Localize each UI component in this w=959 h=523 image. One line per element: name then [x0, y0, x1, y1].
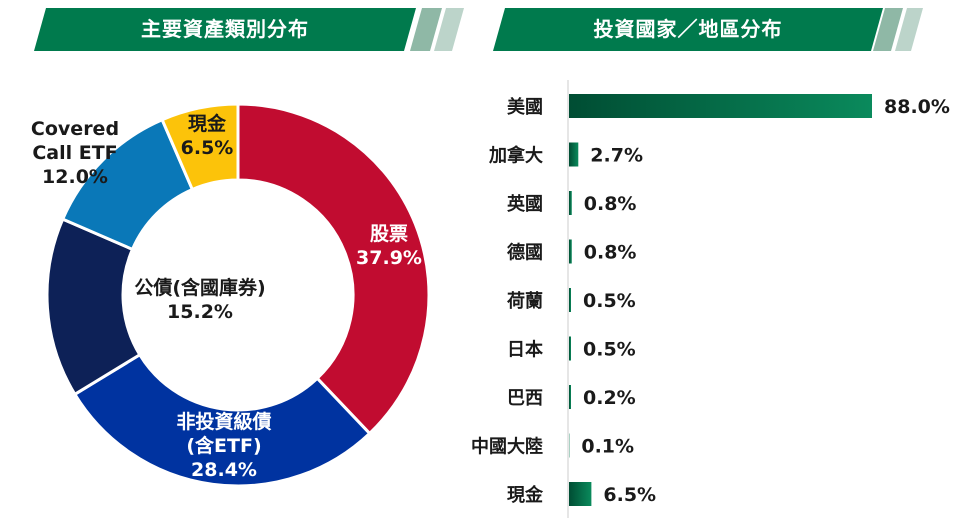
bar-4 — [569, 288, 571, 312]
donut-value-label: 12.0% — [42, 166, 108, 188]
donut-category-label: (含ETF) — [186, 434, 261, 457]
banner-body — [493, 8, 883, 51]
bar-category-label: 現金 — [507, 484, 544, 506]
donut-value-label: 15.2% — [167, 301, 233, 323]
banner-shape-right — [493, 8, 923, 51]
bar-value-label: 2.7% — [590, 145, 643, 167]
bar-value-label: 0.8% — [584, 242, 637, 264]
bar-value-label: 0.5% — [583, 339, 636, 361]
bar-value-label: 6.5% — [603, 484, 656, 506]
asset-class-banner: 主要資產類別分布 — [34, 8, 464, 51]
bar-category-label: 中國大陸 — [471, 436, 543, 458]
donut-slice-0 — [236, 102, 431, 436]
banner-body — [34, 8, 416, 51]
donut-category-label: 公債(含國庫券) — [134, 276, 265, 299]
banner-shape-left — [34, 8, 464, 51]
donut-category-label: 現金 — [188, 112, 227, 135]
donut-value-label: 6.5% — [181, 137, 234, 159]
bar-category-label: 德國 — [507, 242, 543, 264]
banner-stripe — [410, 8, 442, 51]
bar-category-label: 日本 — [507, 339, 543, 361]
banner-stripe — [895, 8, 923, 51]
bar-category-label: 巴西 — [507, 388, 543, 409]
donut-value-label: 37.9% — [356, 247, 422, 269]
bar-value-label: 0.5% — [583, 290, 636, 312]
bar-3 — [569, 239, 572, 264]
bar-category-label: 美國 — [507, 96, 543, 118]
donut-category-label: 非投資級債 — [176, 410, 271, 433]
bar-1 — [569, 142, 579, 167]
banner-stripe — [873, 8, 903, 51]
bar-category-label: 英國 — [506, 193, 543, 215]
bar-8 — [569, 482, 592, 506]
bar-value-label: 0.8% — [584, 193, 637, 215]
bar-category-label: 加拿大 — [488, 145, 543, 167]
bar-0 — [569, 94, 872, 118]
donut-category-label: Covered — [31, 118, 119, 140]
bar-5 — [569, 336, 571, 361]
asset-class-title: 主要資產類別分布 — [141, 17, 309, 41]
bar-category-label: 荷蘭 — [507, 290, 543, 312]
bar-2 — [569, 191, 572, 215]
country-title: 投資國家／地區分布 — [593, 17, 783, 41]
bar-value-label: 0.1% — [581, 436, 634, 458]
bar-value-label: 0.2% — [583, 387, 636, 409]
donut-category-label: 股票 — [370, 223, 408, 245]
banner-stripe — [434, 8, 464, 51]
donut-slice-4 — [160, 102, 240, 192]
country-bar-chart: 美國 88.0% 加拿大 2.7% 英國 0.8% 德國 0.8% 荷蘭 0.5% 日本 0.5% 巴西… — [471, 80, 950, 518]
bar-6 — [569, 385, 571, 409]
donut-slice-1 — [72, 352, 372, 488]
donut-category-label: Call ETF — [32, 142, 117, 164]
bar-value-label: 88.0% — [884, 96, 950, 118]
donut-value-label: 28.4% — [191, 459, 257, 481]
country-banner: 投資國家／地區分布 — [493, 8, 923, 51]
